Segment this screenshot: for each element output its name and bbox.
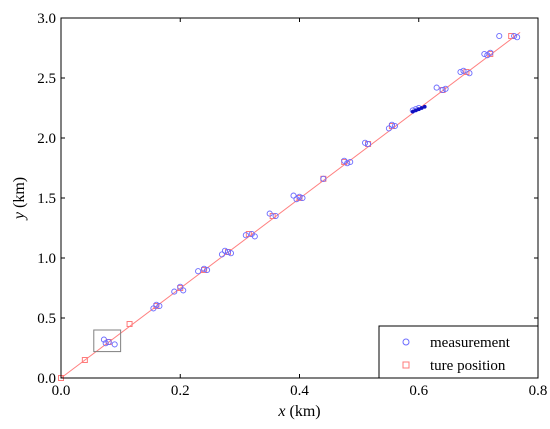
legend-measurement-label: measurement <box>430 335 511 351</box>
measurement-point <box>385 125 392 132</box>
measurement-point <box>242 232 249 239</box>
measurement-point <box>457 68 464 76</box>
measurement-point <box>251 233 258 240</box>
measurement-point <box>290 192 297 199</box>
measurement-point <box>362 139 369 146</box>
measurement-point <box>481 50 488 58</box>
y-tick-label: 1.0 <box>37 251 56 267</box>
measurement-point <box>227 250 234 257</box>
measurement-point <box>460 67 467 74</box>
measurement-point <box>180 287 187 294</box>
x-tick-label: 0.0 <box>52 383 71 399</box>
measurement-point <box>153 301 160 308</box>
measurement-point <box>442 85 449 92</box>
x-tick-label: 0.2 <box>171 383 190 399</box>
legend-box <box>378 325 539 379</box>
measurement-point <box>388 121 395 128</box>
measurement-point <box>111 341 118 348</box>
measurement-point <box>266 210 273 217</box>
measurement-point <box>487 49 494 56</box>
true-position-point <box>463 69 470 75</box>
measurement-point <box>218 251 226 258</box>
y-tick-label: 0.0 <box>37 371 56 387</box>
measurement-point <box>100 336 107 343</box>
legend-true-position-marker <box>402 361 410 369</box>
measurement-point <box>365 140 372 148</box>
y-tick-label: 1.5 <box>37 191 56 207</box>
y-tick-label: 2.0 <box>37 131 56 147</box>
measurement-point <box>511 32 518 40</box>
inset-box <box>93 329 122 353</box>
measurement-point <box>156 302 163 310</box>
x-tick-label: 0.4 <box>290 383 309 399</box>
measurement-point <box>320 175 327 182</box>
measurement-point <box>347 158 354 166</box>
true-position-point <box>81 357 88 363</box>
measurement-point <box>204 266 211 274</box>
x-axis-ticks: 0.0 0.2 0.4 0.6 0.8 <box>52 18 548 399</box>
measurement-point <box>439 86 446 94</box>
x-tick-label: 0.6 <box>409 383 428 399</box>
measurement-point <box>391 122 398 130</box>
y-axis-label: y (km) <box>11 177 28 221</box>
measurement-point <box>272 212 279 220</box>
highlight-point <box>422 104 427 109</box>
measurement-point <box>150 305 157 312</box>
legend-measurement-marker <box>402 338 410 346</box>
measurement-point <box>102 340 109 347</box>
y-tick-label: 3.0 <box>37 11 56 27</box>
measurement-point <box>296 193 303 200</box>
measurement-point <box>195 268 202 275</box>
true-position-point <box>508 33 515 39</box>
plot-content <box>58 32 521 381</box>
true-position-point <box>126 321 133 327</box>
y-tick-label: 2.5 <box>37 71 56 87</box>
measurement-point <box>514 34 521 41</box>
measurement-point <box>344 160 351 167</box>
x-tick-label: 0.8 <box>529 383 548 399</box>
measurement-point <box>299 194 306 202</box>
true-position-point <box>245 231 252 237</box>
measurement-point <box>496 32 503 40</box>
measurement-point <box>171 288 178 295</box>
measurement-point <box>177 283 184 290</box>
measurement-point <box>105 338 112 346</box>
legend: measurement ture position <box>378 325 539 379</box>
measurement-point <box>224 248 231 256</box>
measurement-point <box>433 84 440 91</box>
legend-true-position-label: ture position <box>430 358 506 374</box>
x-axis-label: x (km) <box>277 403 320 420</box>
y-tick-label: 0.5 <box>37 311 56 327</box>
measurement-point <box>221 247 229 254</box>
measurement-point <box>466 70 473 77</box>
y-axis-ticks: 0.0 0.5 1.0 1.5 2.0 2.5 3.0 <box>37 11 538 387</box>
measurement-point <box>201 265 208 272</box>
